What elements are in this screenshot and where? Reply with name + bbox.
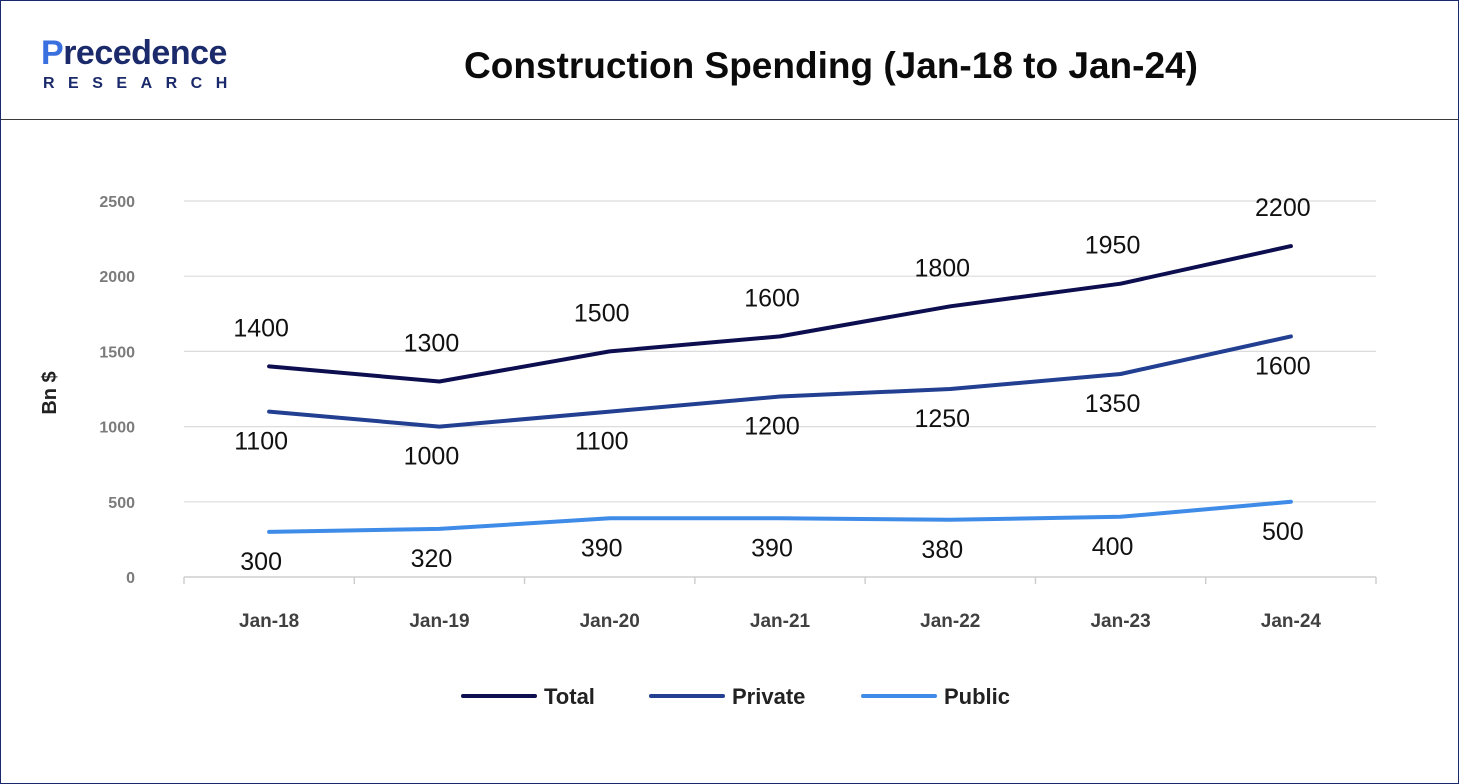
data-label-total: 1300 [404, 329, 460, 357]
y-tick-label: 500 [108, 495, 135, 512]
logo-accent-letter: P [41, 34, 64, 72]
series-line-public [267, 499, 1293, 534]
data-label-public: 320 [411, 545, 453, 573]
x-tick-label: Jan-23 [1090, 611, 1150, 632]
data-label-total: 1800 [914, 254, 970, 282]
header-bar: Precedence RESEARCH Construction Spendin… [1, 1, 1458, 120]
y-tick-label: 2500 [99, 194, 135, 211]
series-line-private [267, 334, 1293, 429]
data-label-public: 390 [751, 534, 793, 562]
data-label-total: 2200 [1255, 194, 1311, 222]
data-labels: 1400 1300 1500 1600 1800 1950 2200 1100 1000 1100… [233, 194, 1310, 576]
series-line-total [267, 244, 1293, 384]
data-label-public: 390 [581, 534, 623, 562]
x-tick-label: Jan-18 [239, 611, 299, 632]
gridlines [184, 200, 1376, 503]
x-axis: Jan-18 Jan-19 Jan-20 Jan-21 Jan-22 Jan-23 Jan-… [183, 576, 1377, 632]
data-label-private: 1600 [1255, 352, 1311, 380]
data-label-public: 300 [240, 548, 282, 576]
y-tick-label: 2000 [99, 269, 135, 286]
legend-label-private: Private [732, 684, 805, 709]
data-label-total: 1600 [744, 284, 800, 312]
data-label-total: 1950 [1085, 232, 1141, 260]
x-tick-label: Jan-24 [1261, 611, 1322, 632]
y-tick-label: 0 [126, 570, 135, 587]
logo-subtitle: RESEARCH [43, 75, 241, 92]
legend-label-total: Total [544, 684, 595, 709]
data-label-total: 1500 [574, 299, 630, 327]
data-label-private: 1100 [234, 428, 288, 456]
logo-wordmark: Precedence [41, 34, 227, 72]
legend-label-public: Public [944, 684, 1010, 709]
x-tick-label: Jan-19 [409, 611, 469, 632]
x-tick-label: Jan-22 [920, 611, 980, 632]
y-tick-label: 1000 [99, 420, 135, 437]
data-label-private: 1350 [1085, 390, 1141, 418]
data-label-public: 400 [1092, 533, 1134, 561]
data-label-private: 1100 [575, 428, 629, 456]
legend: Total Private Public [461, 684, 1010, 709]
y-axis-label: Bn $ [39, 371, 61, 414]
x-tick-label: Jan-21 [750, 611, 811, 632]
series-lines [267, 244, 1293, 534]
data-label-private: 1000 [404, 443, 460, 471]
y-tick-label: 1500 [99, 344, 135, 361]
brand-logo: Precedence RESEARCH [41, 33, 261, 97]
data-label-total: 1400 [233, 314, 289, 342]
data-label-public: 380 [921, 536, 963, 564]
y-axis-ticks: 0 500 1000 1500 2000 2500 [99, 194, 135, 587]
data-label-private: 1250 [914, 405, 970, 433]
chart-title: Construction Spending (Jan-18 to Jan-24) [464, 45, 1198, 86]
data-label-private: 1200 [744, 413, 800, 441]
data-label-public: 500 [1262, 518, 1304, 546]
x-tick-label: Jan-20 [580, 611, 640, 632]
